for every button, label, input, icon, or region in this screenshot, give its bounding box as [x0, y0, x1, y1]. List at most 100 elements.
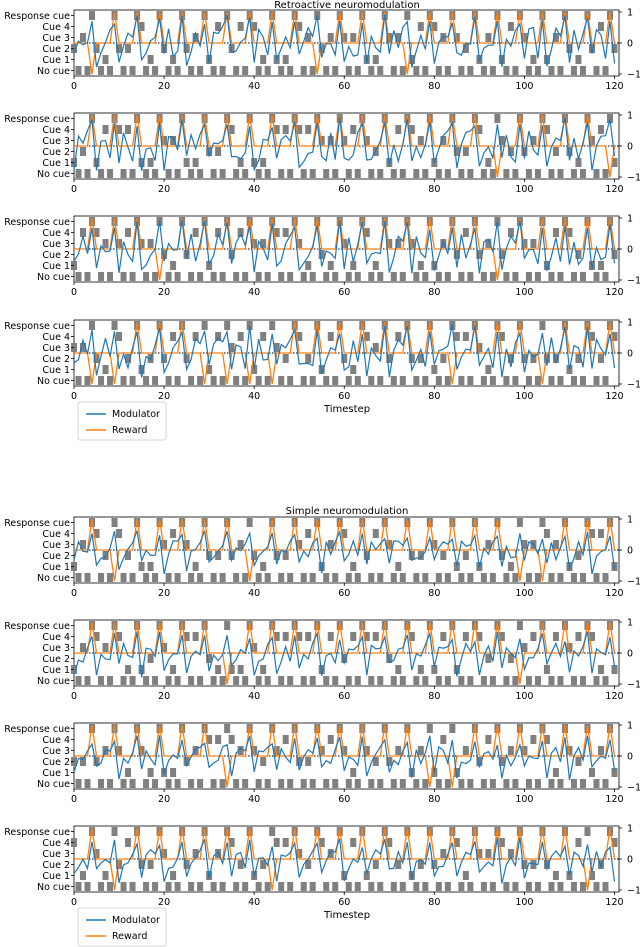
cue-block — [188, 272, 195, 281]
cue-block — [84, 882, 91, 891]
cue-block — [422, 272, 429, 281]
cue-block — [143, 169, 150, 178]
cue-block — [309, 272, 316, 281]
cue-block — [458, 272, 465, 281]
cue-block — [570, 573, 577, 582]
cue-block — [507, 654, 514, 663]
cue-block — [570, 676, 577, 685]
cue-block — [287, 272, 294, 281]
cue-block — [372, 757, 379, 766]
cue-block — [575, 838, 582, 847]
cue-block — [170, 55, 177, 64]
cue-block — [512, 272, 519, 281]
cue-block — [435, 779, 442, 788]
cue-block — [273, 632, 280, 641]
cue-block — [534, 169, 541, 178]
cue-block — [345, 779, 352, 788]
cue-block — [395, 33, 402, 42]
cue-block — [98, 779, 105, 788]
y-right-tick-label: 0 — [627, 855, 633, 866]
cue-block — [575, 55, 582, 64]
cue-block — [557, 272, 564, 281]
cue-block — [300, 66, 307, 75]
cue-block — [597, 261, 604, 270]
cue-block — [300, 676, 307, 685]
cue-block — [197, 169, 204, 178]
cue-block — [93, 228, 100, 237]
cue-block — [242, 376, 249, 385]
cue-label: No cue — [37, 573, 70, 584]
cue-block — [485, 239, 492, 248]
cue-block — [350, 768, 357, 777]
cue-block — [242, 573, 249, 582]
cue-block — [161, 643, 168, 652]
cue-block — [525, 376, 532, 385]
cue-block — [588, 632, 595, 641]
cue-block — [593, 573, 600, 582]
cue-block — [75, 779, 82, 788]
cue-block — [350, 261, 357, 270]
cue-label: Cue 2 — [42, 44, 70, 55]
cue-block — [399, 66, 406, 75]
y-right-tick-label: −1 — [627, 886, 640, 897]
cue-block — [597, 354, 604, 363]
cue-block — [309, 169, 316, 178]
cue-block — [206, 551, 213, 560]
cue-block — [341, 354, 348, 363]
cue-block — [152, 676, 159, 685]
cue-block — [296, 632, 303, 641]
cue-label: Cue 1 — [42, 665, 70, 676]
y-right-tick-label: 0 — [627, 349, 633, 360]
cue-label: Cue 4 — [42, 228, 70, 239]
cue-block — [372, 529, 379, 538]
cue-block — [75, 272, 82, 281]
cue-block — [219, 376, 226, 385]
cue-block — [548, 66, 555, 75]
cue-block — [489, 66, 496, 75]
cue-block — [350, 125, 357, 134]
cue-block — [399, 676, 406, 685]
cue-block — [498, 136, 505, 145]
cue-block — [413, 779, 420, 788]
cue-block — [120, 882, 127, 891]
cue-block — [84, 376, 91, 385]
cue-block — [192, 632, 199, 641]
cue-block — [305, 354, 312, 363]
cue-block — [512, 169, 519, 178]
cue-block — [368, 573, 375, 582]
cue-block — [444, 676, 451, 685]
cue-block — [557, 779, 564, 788]
x-tick-label: 60 — [338, 794, 350, 805]
x-tick-label: 100 — [515, 287, 533, 298]
cue-block — [440, 632, 447, 641]
cue-block — [197, 573, 204, 582]
x-tick-label: 40 — [248, 184, 260, 195]
y-right-tick-label: 0 — [627, 39, 633, 50]
cue-block — [210, 272, 217, 281]
cue-block — [125, 44, 132, 53]
cue-block — [593, 882, 600, 891]
cue-block — [503, 573, 510, 582]
cue-block — [206, 365, 213, 374]
x-tick-label: 40 — [248, 81, 260, 92]
cue-block — [318, 838, 325, 847]
cue-block — [543, 529, 550, 538]
cue-label: Cue 3 — [42, 746, 70, 757]
cue-block — [147, 55, 154, 64]
cue-label: Cue 3 — [42, 136, 70, 147]
cue-block — [602, 573, 609, 582]
cue-block — [539, 518, 546, 527]
cue-block — [107, 376, 114, 385]
cue-block — [372, 632, 379, 641]
cue-block — [174, 882, 181, 891]
cue-block — [323, 272, 330, 281]
cue-block — [147, 860, 154, 869]
cue-block — [444, 272, 451, 281]
cue-block — [260, 562, 267, 571]
cue-block — [480, 272, 487, 281]
x-tick-label: 20 — [158, 897, 170, 908]
cue-block — [282, 551, 289, 560]
cue-block — [368, 376, 375, 385]
cue-block — [255, 573, 262, 582]
